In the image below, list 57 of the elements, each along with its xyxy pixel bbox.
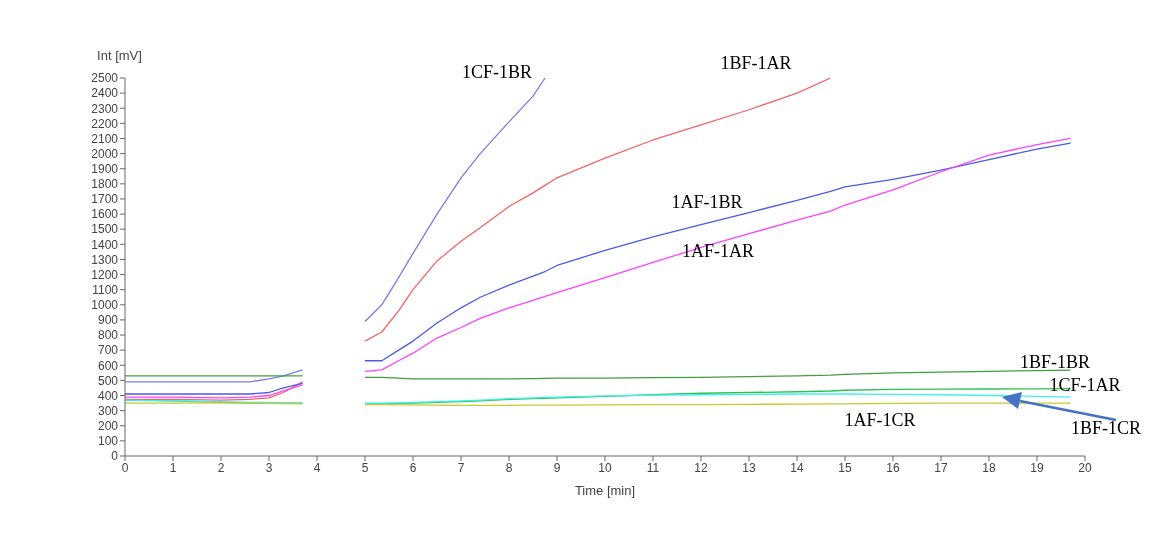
x-axis-title: Time [min]	[574, 483, 636, 499]
x-tick-label: 15	[838, 460, 852, 475]
x-tick-label: 2	[217, 460, 225, 475]
y-tick-label: 1900	[91, 161, 119, 176]
x-tick-label: 5	[361, 460, 369, 475]
y-tick-label: 2300	[91, 101, 119, 116]
series-label: 1CF-1AR	[1049, 375, 1121, 395]
y-tick-label: 100	[97, 434, 119, 449]
x-tick-label: 11	[646, 460, 660, 475]
y-tick-label: 2500	[91, 71, 119, 86]
y-tick-label: 1500	[91, 222, 119, 237]
y-tick-label: 600	[97, 358, 119, 373]
series-label: 1BF-1CR	[1070, 418, 1142, 438]
series-label: 1AF-1AR	[681, 241, 755, 261]
y-tick-label: 1700	[91, 192, 119, 207]
y-tick-label: 300	[97, 403, 119, 418]
y-tick-label: 1000	[91, 298, 119, 313]
y-tick-label: 500	[97, 373, 119, 388]
x-tick-label: 3	[265, 460, 273, 475]
series-label: 1BF-1BR	[1019, 352, 1091, 372]
x-tick-label: 17	[934, 460, 948, 475]
y-tick-label: 1400	[91, 237, 119, 252]
x-tick-label: 14	[790, 460, 804, 475]
y-tick-label: 2100	[91, 131, 119, 146]
series-label: 1CF-1BR	[461, 62, 533, 82]
y-tick-label: 700	[97, 343, 119, 358]
x-tick-label: 9	[553, 460, 561, 475]
x-tick-label: 12	[694, 460, 708, 475]
y-tick-label: 2400	[91, 86, 119, 101]
y-axis-title: Int [mV]	[97, 48, 142, 63]
y-tick-label: 1100	[92, 282, 119, 297]
x-tick-label: 18	[982, 460, 996, 475]
x-tick-label: 8	[505, 460, 513, 475]
series-label: 1BF-1AR	[720, 53, 792, 73]
y-tick-label: 200	[97, 419, 119, 434]
series-label: 1AF-1BR	[671, 192, 743, 212]
x-tick-label: 7	[457, 460, 465, 475]
y-tick-label: 1600	[91, 207, 119, 222]
x-tick-label: 19	[1030, 460, 1044, 475]
y-tick-label: 900	[97, 313, 119, 328]
y-tick-label: 0	[111, 449, 119, 464]
x-tick-label: 0	[121, 460, 129, 475]
x-tick-label: 13	[742, 460, 756, 475]
x-tick-label: 1	[169, 460, 177, 475]
x-tick-label: 4	[313, 460, 321, 475]
y-tick-label: 2000	[91, 146, 119, 161]
y-tick-label: 800	[97, 328, 119, 343]
x-tick-label: 16	[886, 460, 900, 475]
y-tick-label: 1200	[91, 267, 119, 282]
x-tick-label: 20	[1078, 460, 1092, 475]
y-tick-label: 1800	[91, 177, 119, 192]
y-tick-label: 400	[97, 388, 119, 403]
y-tick-label: 2200	[91, 116, 119, 131]
x-tick-label: 6	[409, 460, 417, 475]
y-tick-label: 1300	[91, 252, 119, 267]
series-label: 1AF-1CR	[844, 410, 916, 430]
x-tick-label: 10	[598, 460, 612, 475]
